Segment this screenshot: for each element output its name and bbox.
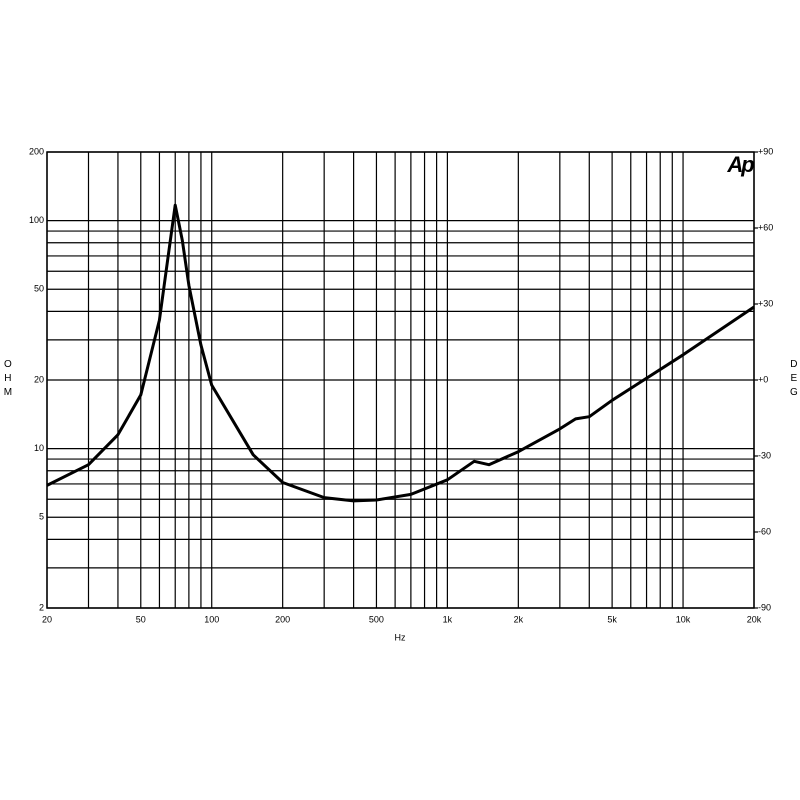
y2-tick-label: +60 bbox=[758, 222, 773, 232]
x-tick-label: 100 bbox=[204, 614, 219, 624]
y-tick-label: 100 bbox=[29, 215, 44, 225]
x-tick-label: 500 bbox=[369, 614, 384, 624]
y-tick-label: 2 bbox=[39, 602, 44, 612]
impedance-curve bbox=[46, 203, 755, 503]
y2-axis-label: DEG bbox=[788, 359, 799, 401]
y-tick-label: 200 bbox=[29, 146, 44, 156]
y-tick-label: 50 bbox=[34, 284, 44, 294]
y2-tick-label: -60 bbox=[758, 526, 771, 536]
x-tick-label: 2k bbox=[514, 614, 524, 624]
x-tick-label: 200 bbox=[275, 614, 290, 624]
x-tick-label: 1k bbox=[443, 614, 453, 624]
x-tick-label: 20 bbox=[42, 614, 52, 624]
logo: Ap bbox=[726, 152, 754, 177]
x-tick-label: 20k bbox=[747, 614, 762, 624]
y2-tick-label: +0 bbox=[758, 374, 768, 384]
x-tick-label: 50 bbox=[136, 614, 146, 624]
x-tick-label: 10k bbox=[676, 614, 691, 624]
y-tick-label: 5 bbox=[39, 512, 44, 522]
y2-tick-label: -30 bbox=[758, 450, 771, 460]
y-axis-label: OHM bbox=[2, 359, 13, 401]
y2-tick-label: -90 bbox=[758, 602, 771, 612]
x-tick-label: 5k bbox=[607, 614, 617, 624]
x-axis-label: Hz bbox=[395, 632, 406, 642]
y2-tick-label: +30 bbox=[758, 298, 773, 308]
y-tick-label: 10 bbox=[34, 443, 44, 453]
y2-tick-label: +90 bbox=[758, 146, 773, 156]
y-tick-label: 20 bbox=[34, 374, 44, 384]
